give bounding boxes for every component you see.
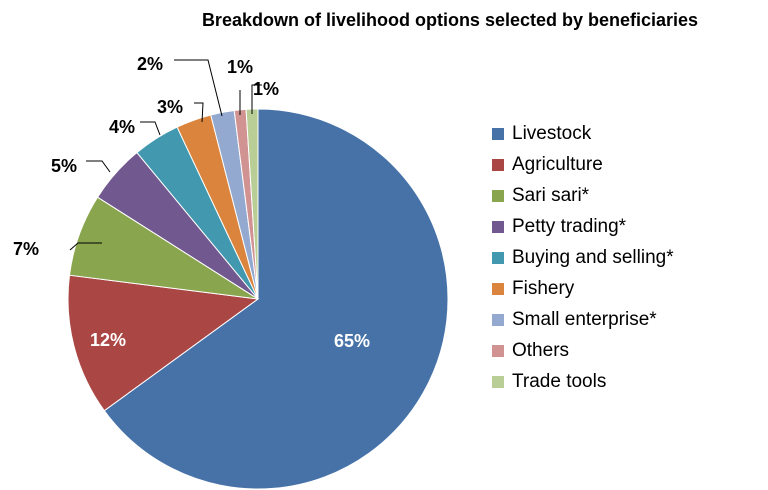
data-label-6: 3%: [157, 97, 183, 117]
legend-item: Petty trading*: [492, 211, 674, 242]
legend-item: Agriculture: [492, 149, 674, 180]
data-label-7: 2%: [137, 54, 163, 74]
leader-line-3: [69, 242, 102, 251]
legend-label: Petty trading*: [512, 215, 627, 237]
legend-label: Agriculture: [512, 153, 603, 175]
data-label-2: 12%: [90, 330, 126, 350]
legend-item: Sari sari*: [492, 180, 674, 211]
legend-swatch: [492, 158, 504, 171]
data-label-5: 4%: [109, 117, 135, 137]
data-label-3: 7%: [13, 239, 39, 259]
legend-label: Fishery: [512, 277, 575, 299]
legend-label: Livestock: [512, 122, 592, 144]
legend-swatch: [492, 251, 504, 264]
leader-line-4: [86, 160, 111, 173]
leader-line-5: [140, 121, 161, 136]
legend-item: Trade tools: [492, 366, 674, 397]
data-label-9: 1%: [253, 79, 279, 99]
legend-label: Trade tools: [512, 370, 607, 392]
leader-line-9: [251, 84, 262, 114]
pie-slice-1: [103, 108, 449, 490]
legend: Livestock Agriculture Sari sari* Petty trad…: [492, 118, 674, 397]
data-label-4: 5%: [51, 156, 77, 176]
data-label-1: 65%: [334, 331, 370, 351]
legend-item: Others: [492, 335, 674, 366]
leader-line-6: [194, 102, 204, 123]
legend-item: Fishery: [492, 273, 674, 304]
legend-swatch: [492, 189, 504, 202]
legend-label: Sari sari*: [512, 184, 590, 206]
data-label-8: 1%: [227, 57, 253, 77]
legend-swatch: [492, 375, 504, 388]
pie-slice-2: [67, 274, 260, 412]
legend-label: Others: [512, 339, 570, 361]
chart-title: Breakdown of livelihood options selected…: [201, 10, 699, 30]
legend-item: Small enterprise*: [492, 304, 674, 335]
legend-label: Small enterprise*: [512, 308, 657, 330]
leader-line-7: [174, 59, 223, 117]
legend-label: Buying and selling*: [512, 246, 674, 268]
legend-swatch: [492, 220, 504, 233]
legend-swatch: [492, 344, 504, 357]
legend-item: Livestock: [492, 118, 674, 149]
legend-swatch: [492, 313, 504, 326]
legend-item: Buying and selling*: [492, 242, 674, 273]
legend-swatch: [492, 127, 504, 140]
legend-swatch: [492, 282, 504, 295]
